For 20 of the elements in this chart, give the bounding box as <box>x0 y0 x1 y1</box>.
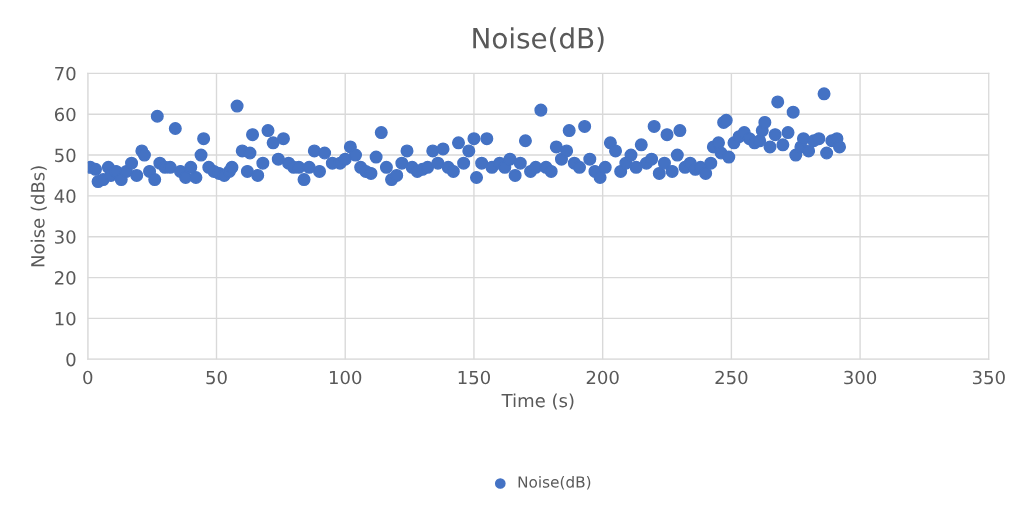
x-tick-label: 350 <box>972 370 1005 385</box>
x-tick-label: 250 <box>715 370 748 385</box>
x-tick-label: 100 <box>329 370 362 385</box>
y-tick-label: 20 <box>55 271 76 285</box>
y-tick-label: 10 <box>55 311 76 326</box>
y-tick-label: 70 <box>55 66 76 81</box>
y-tick-label: 0 <box>66 352 76 367</box>
x-axis-title: Time (s) <box>501 393 574 410</box>
chart-title: Noise(dB) <box>473 27 604 53</box>
y-axis-title: Noise (dBs) <box>30 166 47 267</box>
y-tick-label: 60 <box>54 107 76 122</box>
x-tick-label: 150 <box>458 370 490 385</box>
x-tick-label: 0 <box>83 370 93 385</box>
y-tick-label: 30 <box>55 230 76 244</box>
y-tick-label: 40 <box>54 189 76 204</box>
x-tick-label: 50 <box>206 370 227 385</box>
y-tick-label: 50 <box>55 148 76 163</box>
legend-label: Noise(dB) <box>518 475 591 490</box>
x-tick-label: 200 <box>586 370 619 385</box>
x-tick-label: 300 <box>844 370 877 385</box>
